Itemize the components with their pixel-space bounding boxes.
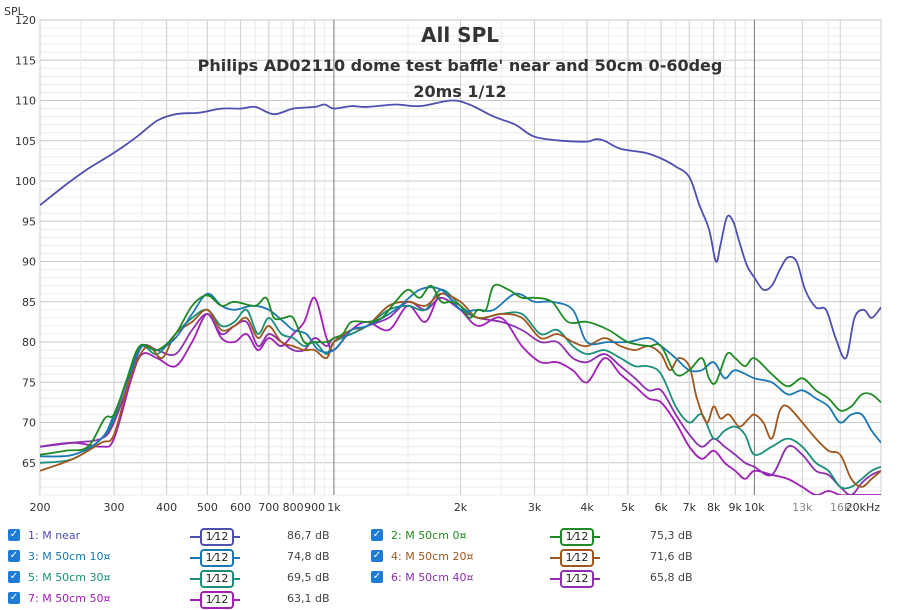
x-tick-label: 8k — [707, 501, 721, 514]
legend-checkbox[interactable]: ✓ — [8, 592, 20, 604]
x-tick-label: 10k — [744, 501, 765, 514]
y-tick-label: 80 — [22, 336, 36, 349]
legend-checkbox[interactable]: ✓ — [8, 550, 20, 562]
legend-level-value: 69,5 dB — [287, 571, 330, 584]
legend-smoothing-button[interactable]: 1⁄12 — [190, 528, 240, 546]
spl-chart: 65 70 75 80 85 90 95 100 105 110 115 120 200 300 400 5… — [4, 5, 882, 514]
legend-smoothing-label: 1⁄12 — [200, 570, 234, 588]
legend-level-value: 86,7 dB — [287, 529, 330, 542]
x-tick-label: 5k — [621, 501, 635, 514]
y-tick-label: 70 — [22, 417, 36, 430]
legend-entry-1[interactable]: ✓ 1: M near 1⁄12 86,7 dB — [8, 526, 348, 546]
x-tick-label: 16k — [830, 501, 851, 514]
x-tick-labels: 200 300 400 500 600 700 800 900 1k 2k 3k 4k 5k 6k 7k 8k… — [30, 501, 881, 514]
y-tick-label: 85 — [22, 296, 36, 309]
y-tick-label: 100 — [15, 175, 36, 188]
legend-level-value: 74,8 dB — [287, 550, 330, 563]
y-tick-label: 110 — [15, 95, 36, 108]
x-tick-label: 800 — [283, 501, 304, 514]
legend-smoothing-label: 1⁄12 — [560, 528, 594, 546]
legend-entry-2[interactable]: ✓ 2: M 50cm 0¤ 1⁄12 75,3 dB — [371, 526, 711, 546]
legend-level-value: 71,6 dB — [650, 550, 693, 563]
legend-level-value: 65,8 dB — [650, 571, 693, 584]
y-tick-label: 120 — [15, 14, 36, 27]
legend-checkbox[interactable]: ✓ — [8, 571, 20, 583]
x-tick-label: 4k — [580, 501, 594, 514]
legend-smoothing-label: 1⁄12 — [200, 591, 234, 609]
legend-smoothing-button[interactable]: 1⁄12 — [550, 549, 600, 567]
legend-entry-6[interactable]: ✓ 6: M 50cm 40¤ 1⁄12 65,8 dB — [371, 568, 711, 588]
legend-checkbox[interactable]: ✓ — [371, 529, 383, 541]
legend-smoothing-button[interactable]: 1⁄12 — [190, 570, 240, 588]
x-tick-label: 300 — [104, 501, 125, 514]
legend-smoothing-label: 1⁄12 — [200, 549, 234, 567]
x-tick-label: 13k — [792, 501, 813, 514]
legend-entry-5[interactable]: ✓ 5: M 50cm 30¤ 1⁄12 69,5 dB — [8, 568, 348, 588]
legend-smoothing-label: 1⁄12 — [560, 549, 594, 567]
x-tick-label: 900 — [304, 501, 325, 514]
legend-label: 4: M 50cm 20¤ — [391, 550, 474, 563]
legend-smoothing-label: 1⁄12 — [200, 528, 234, 546]
series-line-1 — [40, 99, 881, 360]
legend-label: 2: M 50cm 0¤ — [391, 529, 467, 542]
legend-label: 5: M 50cm 30¤ — [28, 571, 111, 584]
legend-smoothing-button[interactable]: 1⁄12 — [550, 570, 600, 588]
legend-label: 1: M near — [28, 529, 81, 542]
y-tick-label: 90 — [22, 256, 36, 269]
y-tick-label: 95 — [22, 215, 36, 228]
legend-label: 6: M 50cm 40¤ — [391, 571, 474, 584]
y-tick-labels: 65 70 75 80 85 90 95 100 105 110 115 120 — [15, 14, 36, 470]
legend-checkbox[interactable]: ✓ — [371, 571, 383, 583]
legend-level-value: 75,3 dB — [650, 529, 693, 542]
y-tick-label: 65 — [22, 457, 36, 470]
x-tick-label: 2k — [454, 501, 468, 514]
legend-checkbox[interactable]: ✓ — [8, 529, 20, 541]
series-line-2 — [40, 283, 881, 456]
series-line-6 — [40, 296, 881, 495]
legend-smoothing-button[interactable]: 1⁄12 — [190, 549, 240, 567]
y-tick-label: 75 — [22, 376, 36, 389]
y-axis-label: SPL — [4, 5, 25, 18]
x-tick-label: 6k — [654, 501, 668, 514]
x-tick-label: 200 — [30, 501, 51, 514]
chart-subtitle-line-2: 20ms 1/12 — [413, 82, 506, 101]
legend: ✓ 1: M near 1⁄12 86,7 dB ✓ 2: M 50cm 0¤ 1⁄12 75… — [0, 522, 900, 610]
legend-smoothing-button[interactable]: 1⁄12 — [190, 591, 240, 609]
chart-title: All SPL — [421, 23, 499, 47]
chart-subtitle-line-1: Philips AD02110 dome test baffle' near a… — [198, 56, 723, 75]
x-tick-label: 20kHz — [846, 501, 881, 514]
x-tick-label: 3k — [528, 501, 542, 514]
legend-entry-4[interactable]: ✓ 4: M 50cm 20¤ 1⁄12 71,6 dB — [371, 547, 711, 567]
legend-entry-7[interactable]: ✓ 7: M 50cm 50¤ 1⁄12 63,1 dB — [8, 589, 348, 609]
x-tick-label: 600 — [230, 501, 251, 514]
x-tick-label: 1k — [327, 501, 341, 514]
legend-entry-3[interactable]: ✓ 3: M 50cm 10¤ 1⁄12 74,8 dB — [8, 547, 348, 567]
x-tick-label: 400 — [156, 501, 177, 514]
series-lines — [40, 99, 881, 495]
legend-label: 7: M 50cm 50¤ — [28, 592, 111, 605]
legend-smoothing-button[interactable]: 1⁄12 — [550, 528, 600, 546]
legend-smoothing-label: 1⁄12 — [560, 570, 594, 588]
series-line-4 — [40, 292, 881, 488]
legend-checkbox[interactable]: ✓ — [371, 550, 383, 562]
x-tick-label: 9k — [728, 501, 742, 514]
y-tick-label: 105 — [15, 135, 36, 148]
grid — [39, 19, 882, 496]
y-tick-label: 115 — [15, 54, 36, 67]
x-tick-label: 7k — [683, 501, 697, 514]
x-tick-label: 500 — [197, 501, 218, 514]
legend-level-value: 63,1 dB — [287, 592, 330, 605]
legend-label: 3: M 50cm 10¤ — [28, 550, 111, 563]
x-tick-label: 700 — [258, 501, 279, 514]
